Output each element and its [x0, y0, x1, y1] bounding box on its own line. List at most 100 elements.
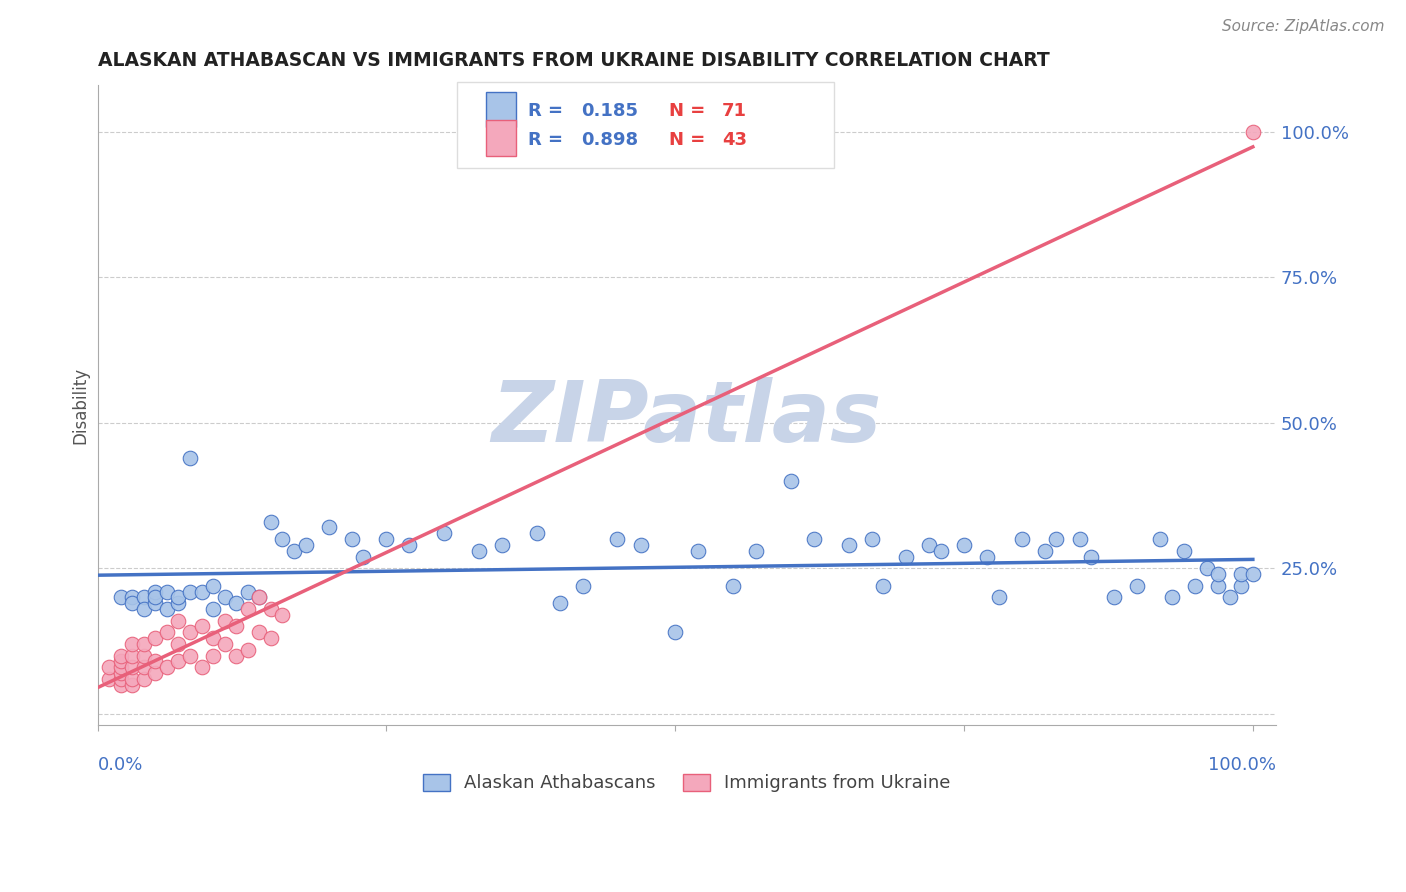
Point — [572, 579, 595, 593]
Point — [190, 619, 212, 633]
Point — [1219, 591, 1241, 605]
Point — [167, 637, 190, 651]
Point — [143, 584, 166, 599]
Text: 0.185: 0.185 — [581, 102, 638, 120]
Point — [121, 678, 143, 692]
Point — [143, 631, 166, 645]
Point — [433, 526, 456, 541]
Point — [132, 660, 155, 674]
Point — [214, 614, 236, 628]
Point — [491, 538, 513, 552]
Point — [202, 648, 225, 663]
Point — [132, 602, 155, 616]
Point — [745, 543, 768, 558]
Point — [721, 579, 744, 593]
Point — [167, 591, 190, 605]
Point — [179, 648, 201, 663]
Point — [121, 637, 143, 651]
Point — [803, 532, 825, 546]
Point — [190, 584, 212, 599]
Text: R =: R = — [527, 130, 569, 149]
Point — [1184, 579, 1206, 593]
Point — [1241, 125, 1264, 139]
Point — [121, 660, 143, 674]
Point — [110, 665, 132, 680]
Point — [1080, 549, 1102, 564]
Text: N =: N = — [669, 102, 711, 120]
Point — [872, 579, 894, 593]
Point — [179, 450, 201, 465]
Point — [1161, 591, 1184, 605]
Point — [779, 474, 801, 488]
Text: 71: 71 — [723, 102, 747, 120]
Point — [214, 591, 236, 605]
Point — [110, 654, 132, 668]
Point — [225, 619, 247, 633]
Text: ZIPatlas: ZIPatlas — [492, 376, 882, 459]
Point — [110, 660, 132, 674]
Point — [1069, 532, 1091, 546]
Point — [190, 660, 212, 674]
Point — [1241, 567, 1264, 582]
Point — [953, 538, 976, 552]
Point — [202, 602, 225, 616]
Point — [1230, 579, 1253, 593]
Point — [143, 654, 166, 668]
Point — [132, 648, 155, 663]
Text: 0.0%: 0.0% — [97, 756, 143, 774]
Point — [98, 672, 121, 686]
Y-axis label: Disability: Disability — [72, 367, 89, 444]
Point — [987, 591, 1010, 605]
Point — [156, 602, 179, 616]
Point — [1149, 532, 1171, 546]
Point — [247, 591, 270, 605]
Point — [1230, 567, 1253, 582]
Point — [132, 637, 155, 651]
Text: ALASKAN ATHABASCAN VS IMMIGRANTS FROM UKRAINE DISABILITY CORRELATION CHART: ALASKAN ATHABASCAN VS IMMIGRANTS FROM UK… — [97, 51, 1049, 70]
Point — [236, 584, 259, 599]
Point — [918, 538, 941, 552]
Legend: Alaskan Athabascans, Immigrants from Ukraine: Alaskan Athabascans, Immigrants from Ukr… — [416, 766, 957, 799]
Point — [132, 591, 155, 605]
FancyBboxPatch shape — [457, 82, 834, 169]
FancyBboxPatch shape — [486, 120, 516, 155]
Point — [156, 660, 179, 674]
Point — [156, 625, 179, 640]
Point — [1195, 561, 1218, 575]
Point — [340, 532, 363, 546]
Point — [143, 665, 166, 680]
Point — [526, 526, 548, 541]
Point — [202, 579, 225, 593]
Text: R =: R = — [527, 102, 569, 120]
Point — [548, 596, 571, 610]
Point — [606, 532, 628, 546]
Point — [271, 607, 294, 622]
Point — [98, 660, 121, 674]
Point — [929, 543, 952, 558]
Point — [260, 631, 283, 645]
Point — [860, 532, 883, 546]
Point — [352, 549, 374, 564]
Point — [294, 538, 316, 552]
Point — [688, 543, 710, 558]
Point — [121, 596, 143, 610]
Point — [283, 543, 305, 558]
Point — [179, 584, 201, 599]
Point — [110, 672, 132, 686]
Point — [214, 637, 236, 651]
Point — [375, 532, 398, 546]
Text: 100.0%: 100.0% — [1208, 756, 1277, 774]
Point — [236, 602, 259, 616]
Point — [398, 538, 420, 552]
Point — [110, 678, 132, 692]
Point — [121, 672, 143, 686]
Text: Source: ZipAtlas.com: Source: ZipAtlas.com — [1222, 20, 1385, 34]
Point — [143, 591, 166, 605]
Point — [225, 648, 247, 663]
Point — [318, 520, 340, 534]
Point — [110, 648, 132, 663]
Point — [121, 591, 143, 605]
Point — [468, 543, 491, 558]
Point — [260, 515, 283, 529]
Point — [271, 532, 294, 546]
